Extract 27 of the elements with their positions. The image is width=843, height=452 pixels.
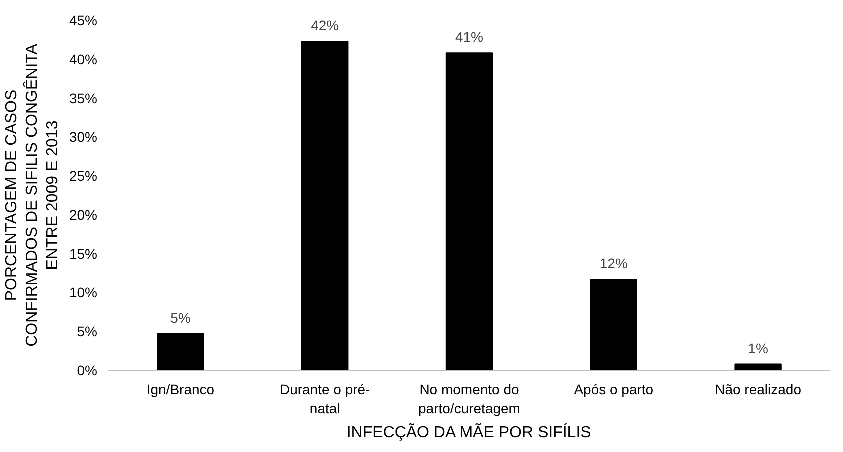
data-label: 41% — [455, 29, 484, 46]
y-tick-label: 30% — [69, 129, 98, 146]
x-axis-title: INFECÇÃO DA MÃE POR SIFÍLIS — [346, 422, 592, 442]
x-tick-label: No momento do parto/curetagem — [418, 382, 520, 417]
y-tick-label: 25% — [69, 168, 98, 184]
data-label: 42% — [311, 18, 340, 34]
data-label: 12% — [600, 256, 628, 272]
data-label: 5% — [170, 310, 191, 326]
y-tick-label: 10% — [69, 284, 98, 301]
y-tick-label: 40% — [69, 51, 98, 68]
y-tick-label: 0% — [77, 362, 98, 378]
bar — [157, 333, 204, 370]
data-label: 1% — [748, 340, 768, 356]
y-tick-label: 15% — [69, 246, 98, 262]
bar — [590, 279, 638, 370]
bar — [301, 41, 349, 370]
y-tick-label: 20% — [69, 206, 98, 223]
bar — [446, 52, 494, 370]
y-tick-label: 45% — [69, 12, 98, 28]
x-tick-label: Ign/Branco — [146, 382, 215, 398]
x-tick-label: Durante o pré- natal — [280, 382, 371, 417]
y-tick-label: 35% — [69, 90, 98, 106]
x-tick-label: Não realizado — [715, 382, 802, 398]
bar — [734, 364, 782, 370]
x-tick-label: Após o parto — [574, 382, 654, 398]
y-axis-title: PORCENTAGEM DE CASOS CONFIRMADOS DE SIFILIS CONGÊNITA ENTRE 2009 E 2013 — [4, 44, 62, 347]
y-tick-label: 5% — [77, 324, 98, 340]
